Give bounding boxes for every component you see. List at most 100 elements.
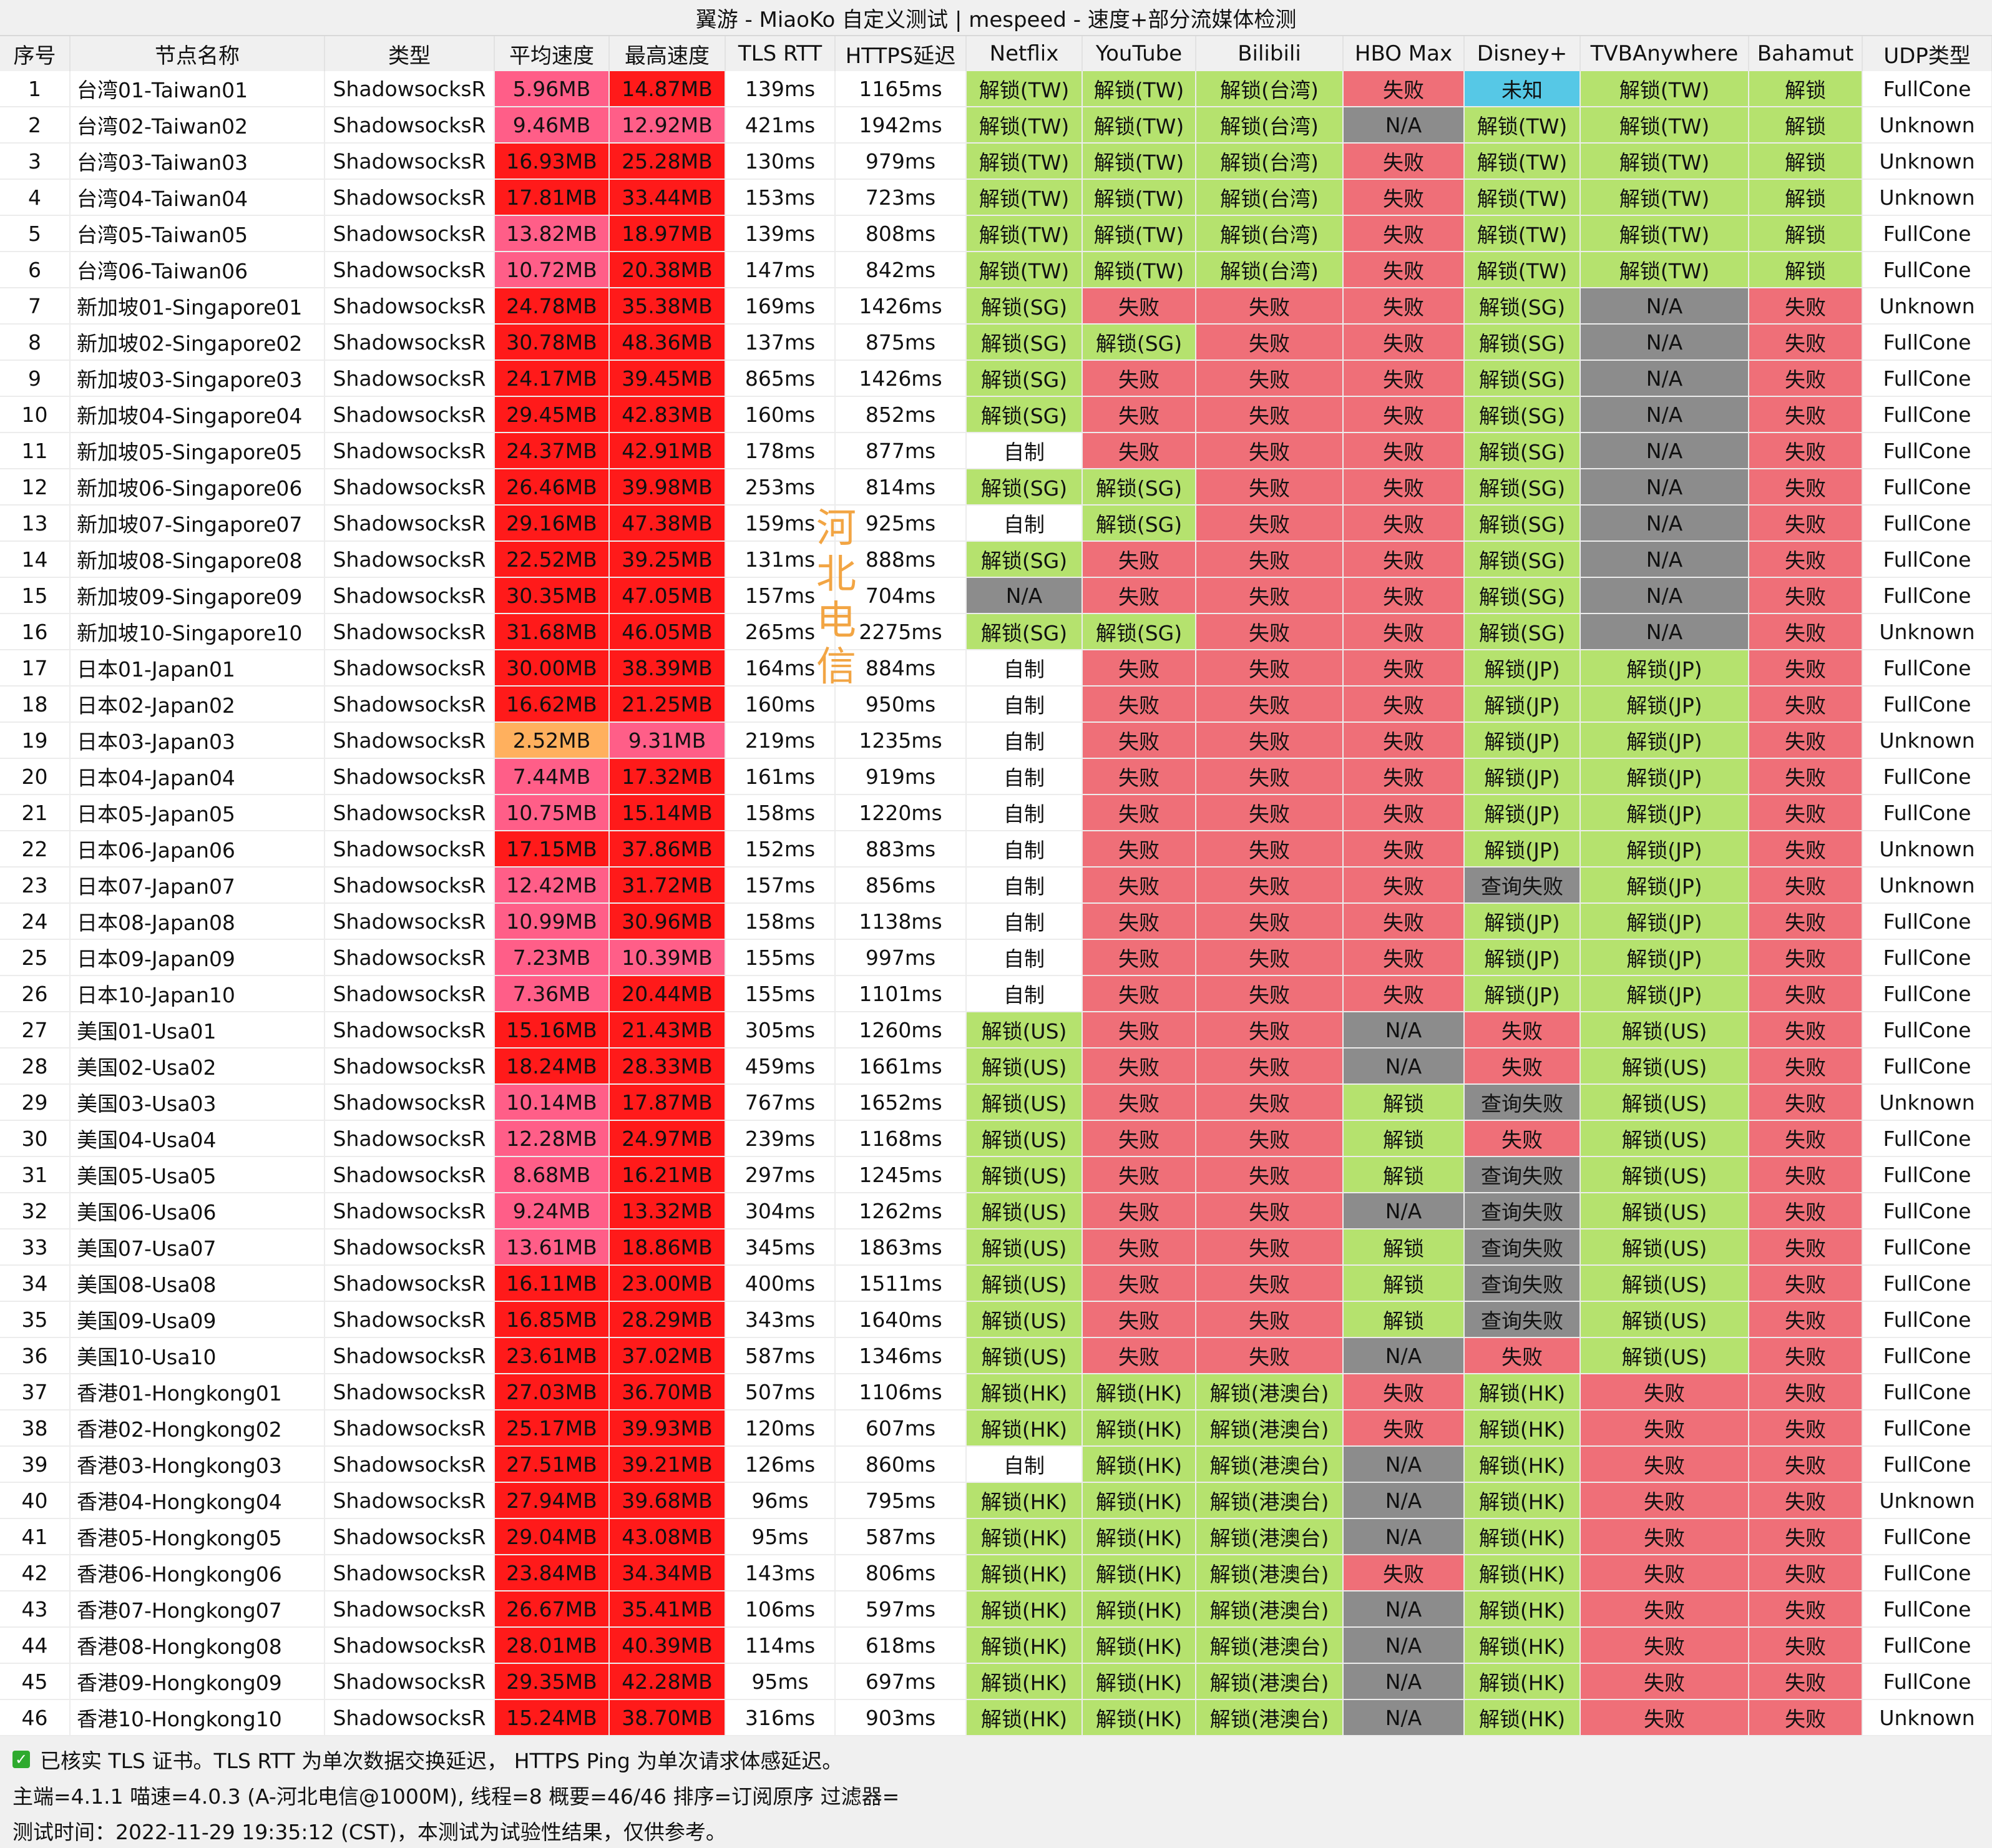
- media-status-cell: 解锁(HK): [1464, 1627, 1581, 1664]
- protocol-type-cell: ShadowsocksR: [325, 903, 495, 940]
- media-status-cell: 解锁(台湾): [1196, 215, 1344, 252]
- avg-speed-cell: 23.61MB: [494, 1337, 610, 1374]
- tls-rtt-cell: 95ms: [725, 1663, 836, 1700]
- udp-type-cell: FullCone: [1862, 1410, 1992, 1447]
- avg-speed-cell: 13.82MB: [494, 215, 610, 252]
- media-status-cell: 解锁(US): [1580, 1048, 1749, 1085]
- media-status-cell: 解锁(JP): [1580, 867, 1749, 904]
- media-status-cell: 解锁(TW): [1082, 179, 1196, 216]
- max-speed-cell: 16.21MB: [609, 1156, 726, 1193]
- media-status-cell: N/A: [1580, 288, 1749, 325]
- table-row: 5 台湾05-Taiwan05 ShadowsocksR 13.82MB 18.97MB…: [0, 215, 1992, 252]
- max-speed-cell: 28.33MB: [609, 1048, 726, 1085]
- media-status-cell: 失败: [1082, 1012, 1196, 1049]
- media-status-cell: 解锁(US): [966, 1012, 1083, 1049]
- media-status-cell: 失败: [1343, 903, 1465, 940]
- media-status-cell: 查询失败: [1464, 1229, 1581, 1266]
- protocol-type-cell: ShadowsocksR: [325, 831, 495, 868]
- row-index-cell: 27: [0, 1012, 71, 1049]
- media-status-cell: 解锁(HK): [1082, 1555, 1196, 1591]
- media-status-cell: 失败: [1580, 1446, 1749, 1483]
- media-status-cell: 失败: [1749, 650, 1863, 687]
- table-row: 44 香港08-Hongkong08 ShadowsocksR 28.01MB 40.3…: [0, 1627, 1992, 1664]
- table-row: 13 新加坡07-Singapore07 ShadowsocksR 29.16MB 47…: [0, 505, 1992, 542]
- udp-type-cell: FullCone: [1862, 396, 1992, 433]
- media-status-cell: 失败: [1580, 1663, 1749, 1700]
- node-name-cell: 美国06-Usa06: [70, 1193, 325, 1230]
- tls-rtt-cell: 152ms: [725, 831, 836, 868]
- media-status-cell: 解锁(US): [1580, 1193, 1749, 1230]
- table-row: 1 台湾01-Taiwan01 ShadowsocksR 5.96MB 14.87MB 1…: [0, 71, 1992, 107]
- media-status-cell: 解锁(港澳台): [1196, 1627, 1344, 1664]
- row-index-cell: 31: [0, 1156, 71, 1193]
- https-latency-cell: 1426ms: [835, 288, 967, 325]
- media-status-cell: 失败: [1082, 541, 1196, 578]
- media-status-cell: 失败: [1196, 1084, 1344, 1121]
- https-latency-cell: 597ms: [835, 1591, 967, 1628]
- media-status-cell: 解锁(HK): [1082, 1699, 1196, 1736]
- media-status-cell: 解锁(港澳台): [1196, 1446, 1344, 1483]
- tls-rtt-cell: 507ms: [725, 1374, 836, 1410]
- protocol-type-cell: ShadowsocksR: [325, 71, 495, 107]
- avg-speed-cell: 24.78MB: [494, 288, 610, 325]
- udp-type-cell: FullCone: [1862, 650, 1992, 687]
- protocol-type-cell: ShadowsocksR: [325, 1229, 495, 1266]
- table-body: 1 台湾01-Taiwan01 ShadowsocksR 5.96MB 14.87MB 1…: [0, 71, 1992, 1736]
- media-status-cell: 失败: [1749, 867, 1863, 904]
- tls-rtt-cell: 316ms: [725, 1699, 836, 1736]
- media-status-cell: 失败: [1196, 324, 1344, 361]
- media-status-cell: 解锁(港澳台): [1196, 1374, 1344, 1410]
- tls-rtt-cell: 305ms: [725, 1012, 836, 1049]
- media-status-cell: N/A: [1580, 614, 1749, 650]
- udp-type-cell: FullCone: [1862, 505, 1992, 542]
- media-status-cell: 解锁(SG): [966, 469, 1083, 506]
- media-status-cell: 解锁(TW): [1580, 252, 1749, 288]
- node-name-cell: 新加坡02-Singapore02: [70, 324, 325, 361]
- max-speed-cell: 43.08MB: [609, 1518, 726, 1555]
- max-speed-cell: 40.39MB: [609, 1627, 726, 1664]
- media-status-cell: 失败: [1082, 288, 1196, 325]
- node-name-cell: 新加坡09-Singapore09: [70, 577, 325, 614]
- row-index-cell: 15: [0, 577, 71, 614]
- row-index-cell: 5: [0, 215, 71, 252]
- media-status-cell: 失败: [1196, 1120, 1344, 1157]
- protocol-type-cell: ShadowsocksR: [325, 215, 495, 252]
- media-status-cell: 失败: [1749, 975, 1863, 1012]
- media-status-cell: N/A: [1580, 469, 1749, 506]
- column-header: TLS RTT: [725, 36, 836, 71]
- node-name-cell: 日本02-Japan02: [70, 686, 325, 723]
- media-status-cell: 失败: [1196, 1337, 1344, 1374]
- avg-speed-cell: 16.11MB: [494, 1265, 610, 1302]
- row-index-cell: 14: [0, 541, 71, 578]
- node-name-cell: 美国03-Usa03: [70, 1084, 325, 1121]
- column-header: TVBAnywhere: [1580, 36, 1749, 71]
- media-status-cell: 失败: [1196, 1301, 1344, 1338]
- tls-rtt-cell: 253ms: [725, 469, 836, 506]
- protocol-type-cell: ShadowsocksR: [325, 541, 495, 578]
- https-latency-cell: 860ms: [835, 1446, 967, 1483]
- https-latency-cell: 1262ms: [835, 1193, 967, 1230]
- tls-rtt-cell: 169ms: [725, 288, 836, 325]
- media-status-cell: 失败: [1343, 686, 1465, 723]
- media-status-cell: 失败: [1749, 505, 1863, 542]
- media-status-cell: 失败: [1749, 1156, 1863, 1193]
- row-index-cell: 35: [0, 1301, 71, 1338]
- table-row: 43 香港07-Hongkong07 ShadowsocksR 26.67MB 35.4…: [0, 1591, 1992, 1628]
- media-status-cell: 解锁(HK): [966, 1663, 1083, 1700]
- max-speed-cell: 34.34MB: [609, 1555, 726, 1591]
- avg-speed-cell: 12.28MB: [494, 1120, 610, 1157]
- max-speed-cell: 13.32MB: [609, 1193, 726, 1230]
- media-status-cell: 失败: [1082, 1265, 1196, 1302]
- media-status-cell: 失败: [1749, 1012, 1863, 1049]
- media-status-cell: 失败: [1343, 541, 1465, 578]
- protocol-type-cell: ShadowsocksR: [325, 396, 495, 433]
- https-latency-cell: 618ms: [835, 1627, 967, 1664]
- protocol-type-cell: ShadowsocksR: [325, 867, 495, 904]
- tls-rtt-cell: 153ms: [725, 179, 836, 216]
- avg-speed-cell: 16.93MB: [494, 143, 610, 180]
- row-index-cell: 34: [0, 1265, 71, 1302]
- table-row: 23 日本07-Japan07 ShadowsocksR 12.42MB 31.72MB…: [0, 867, 1992, 904]
- column-header: Netflix: [966, 36, 1083, 71]
- tls-rtt-cell: 155ms: [725, 939, 836, 976]
- https-latency-cell: 856ms: [835, 867, 967, 904]
